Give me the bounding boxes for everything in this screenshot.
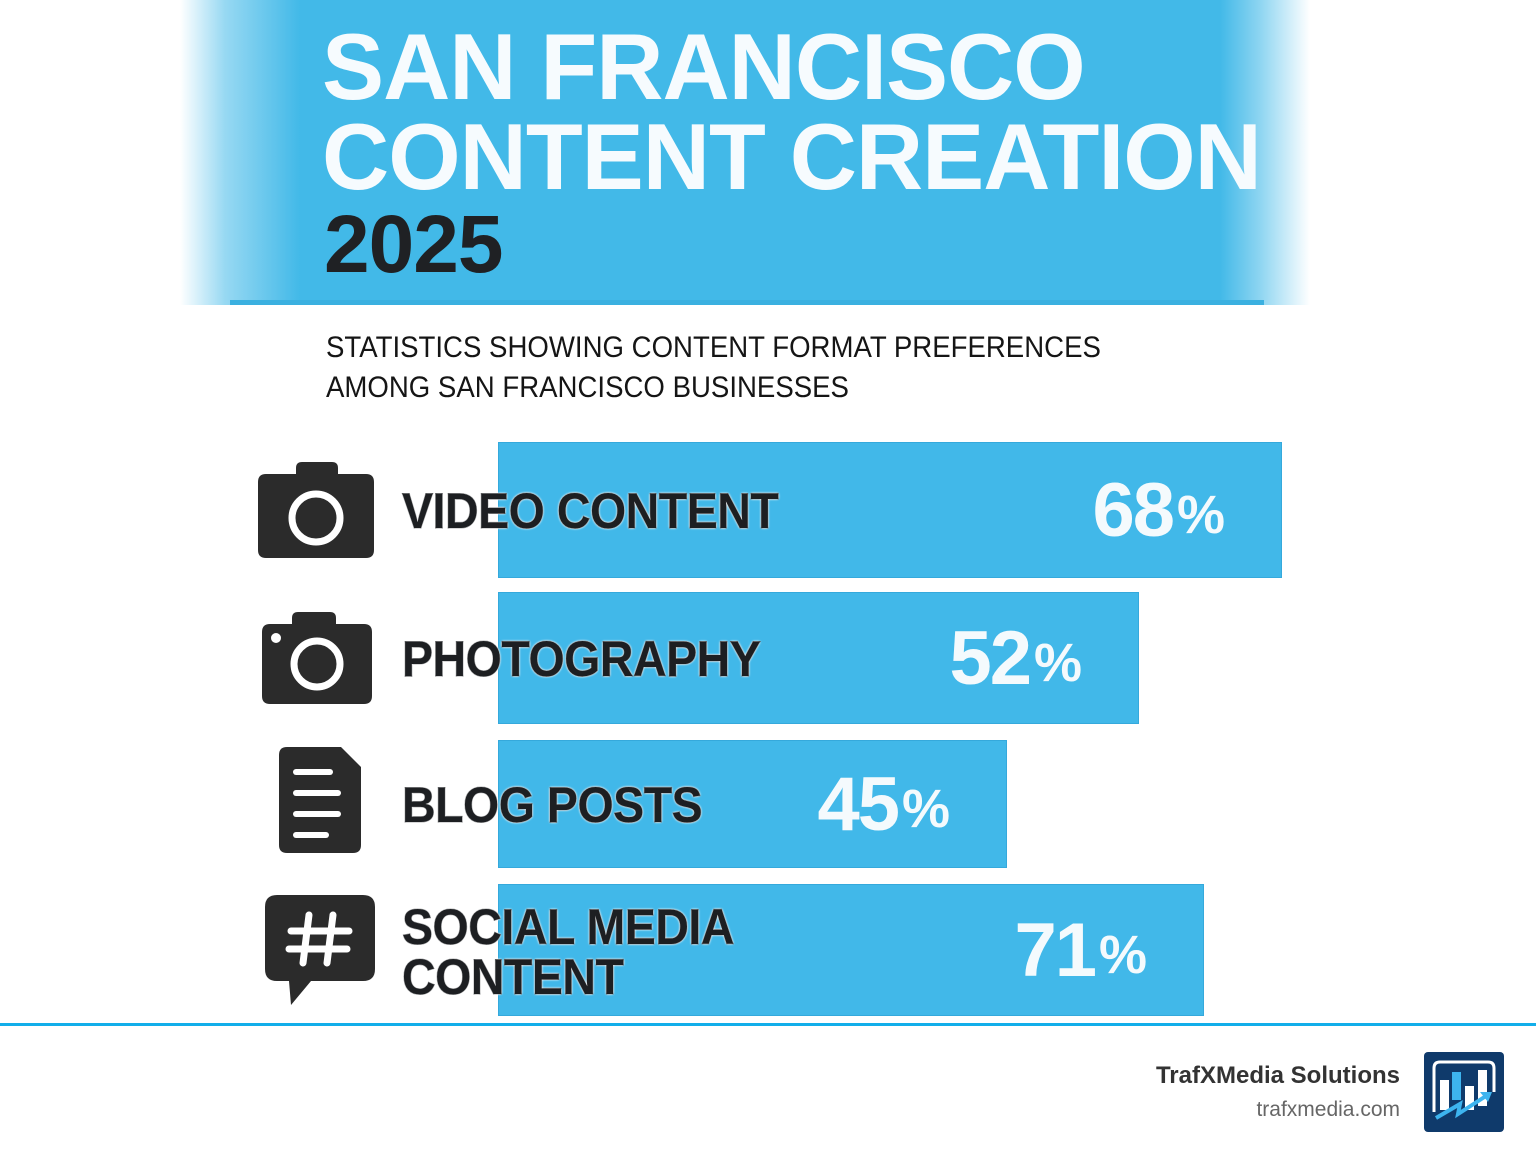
bar-value-blog-posts: 45% (817, 761, 950, 847)
subtitle: STATISTICS SHOWING CONTENT FORMAT PREFER… (326, 328, 1154, 408)
subtitle-line-1: STATISTICS SHOWING CONTENT FORMAT PREFER… (326, 331, 1101, 364)
title-line-1: SAN FRANCISCO (322, 14, 1086, 119)
hashtag-chat-icon (265, 895, 375, 1005)
subtitle-line-2: AMONG SAN FRANCISCO BUSINESSES (326, 371, 849, 404)
header-banner-base (230, 300, 1264, 305)
bar-blog-posts: 45% (498, 740, 1007, 868)
title-year: 2025 (324, 199, 503, 290)
label-social-media-line-2: CONTENT (402, 949, 625, 1005)
bar-photography: 52% (498, 592, 1139, 724)
bar-social-media-content: 71% (498, 884, 1204, 1016)
bar-value-social-media-content: 71% (1014, 907, 1147, 993)
bar-chart-growth-logo-icon (1424, 1052, 1504, 1132)
label-social-media-line-1: SOCIAL MEDIA (402, 899, 735, 955)
label-video-content: VIDEO CONTENT (402, 483, 780, 539)
chart-row-photography: 52% PHOTOGRAPHY (0, 592, 1536, 724)
chart-row-social-media-content: 71% SOCIAL MEDIA CONTENT (0, 884, 1536, 1016)
header-banner (180, 0, 1320, 305)
bar-video-content: 68% (498, 442, 1282, 578)
page-title: SAN FRANCISCO CONTENT CREATION (322, 20, 1262, 204)
chart-row-video-content: 68% VIDEO CONTENT (0, 442, 1536, 578)
bar-value-photography: 52% (949, 615, 1082, 701)
camera-icon (258, 462, 374, 558)
brand-url-link[interactable]: trafxmedia.com (1256, 1098, 1400, 1121)
footer-divider (0, 1023, 1536, 1026)
chart-row-blog-posts: 45% BLOG POSTS (0, 740, 1536, 868)
label-photography: PHOTOGRAPHY (402, 631, 762, 687)
brand-name: TrafXMedia Solutions (1155, 1062, 1400, 1089)
title-line-2: CONTENT CREATION (322, 104, 1262, 209)
photo-camera-icon (262, 612, 372, 704)
label-blog-posts: BLOG POSTS (402, 777, 704, 833)
bar-value-video-content: 68% (1092, 467, 1225, 553)
label-social-media-content: SOCIAL MEDIA CONTENT (402, 899, 735, 1005)
document-icon (279, 747, 361, 853)
